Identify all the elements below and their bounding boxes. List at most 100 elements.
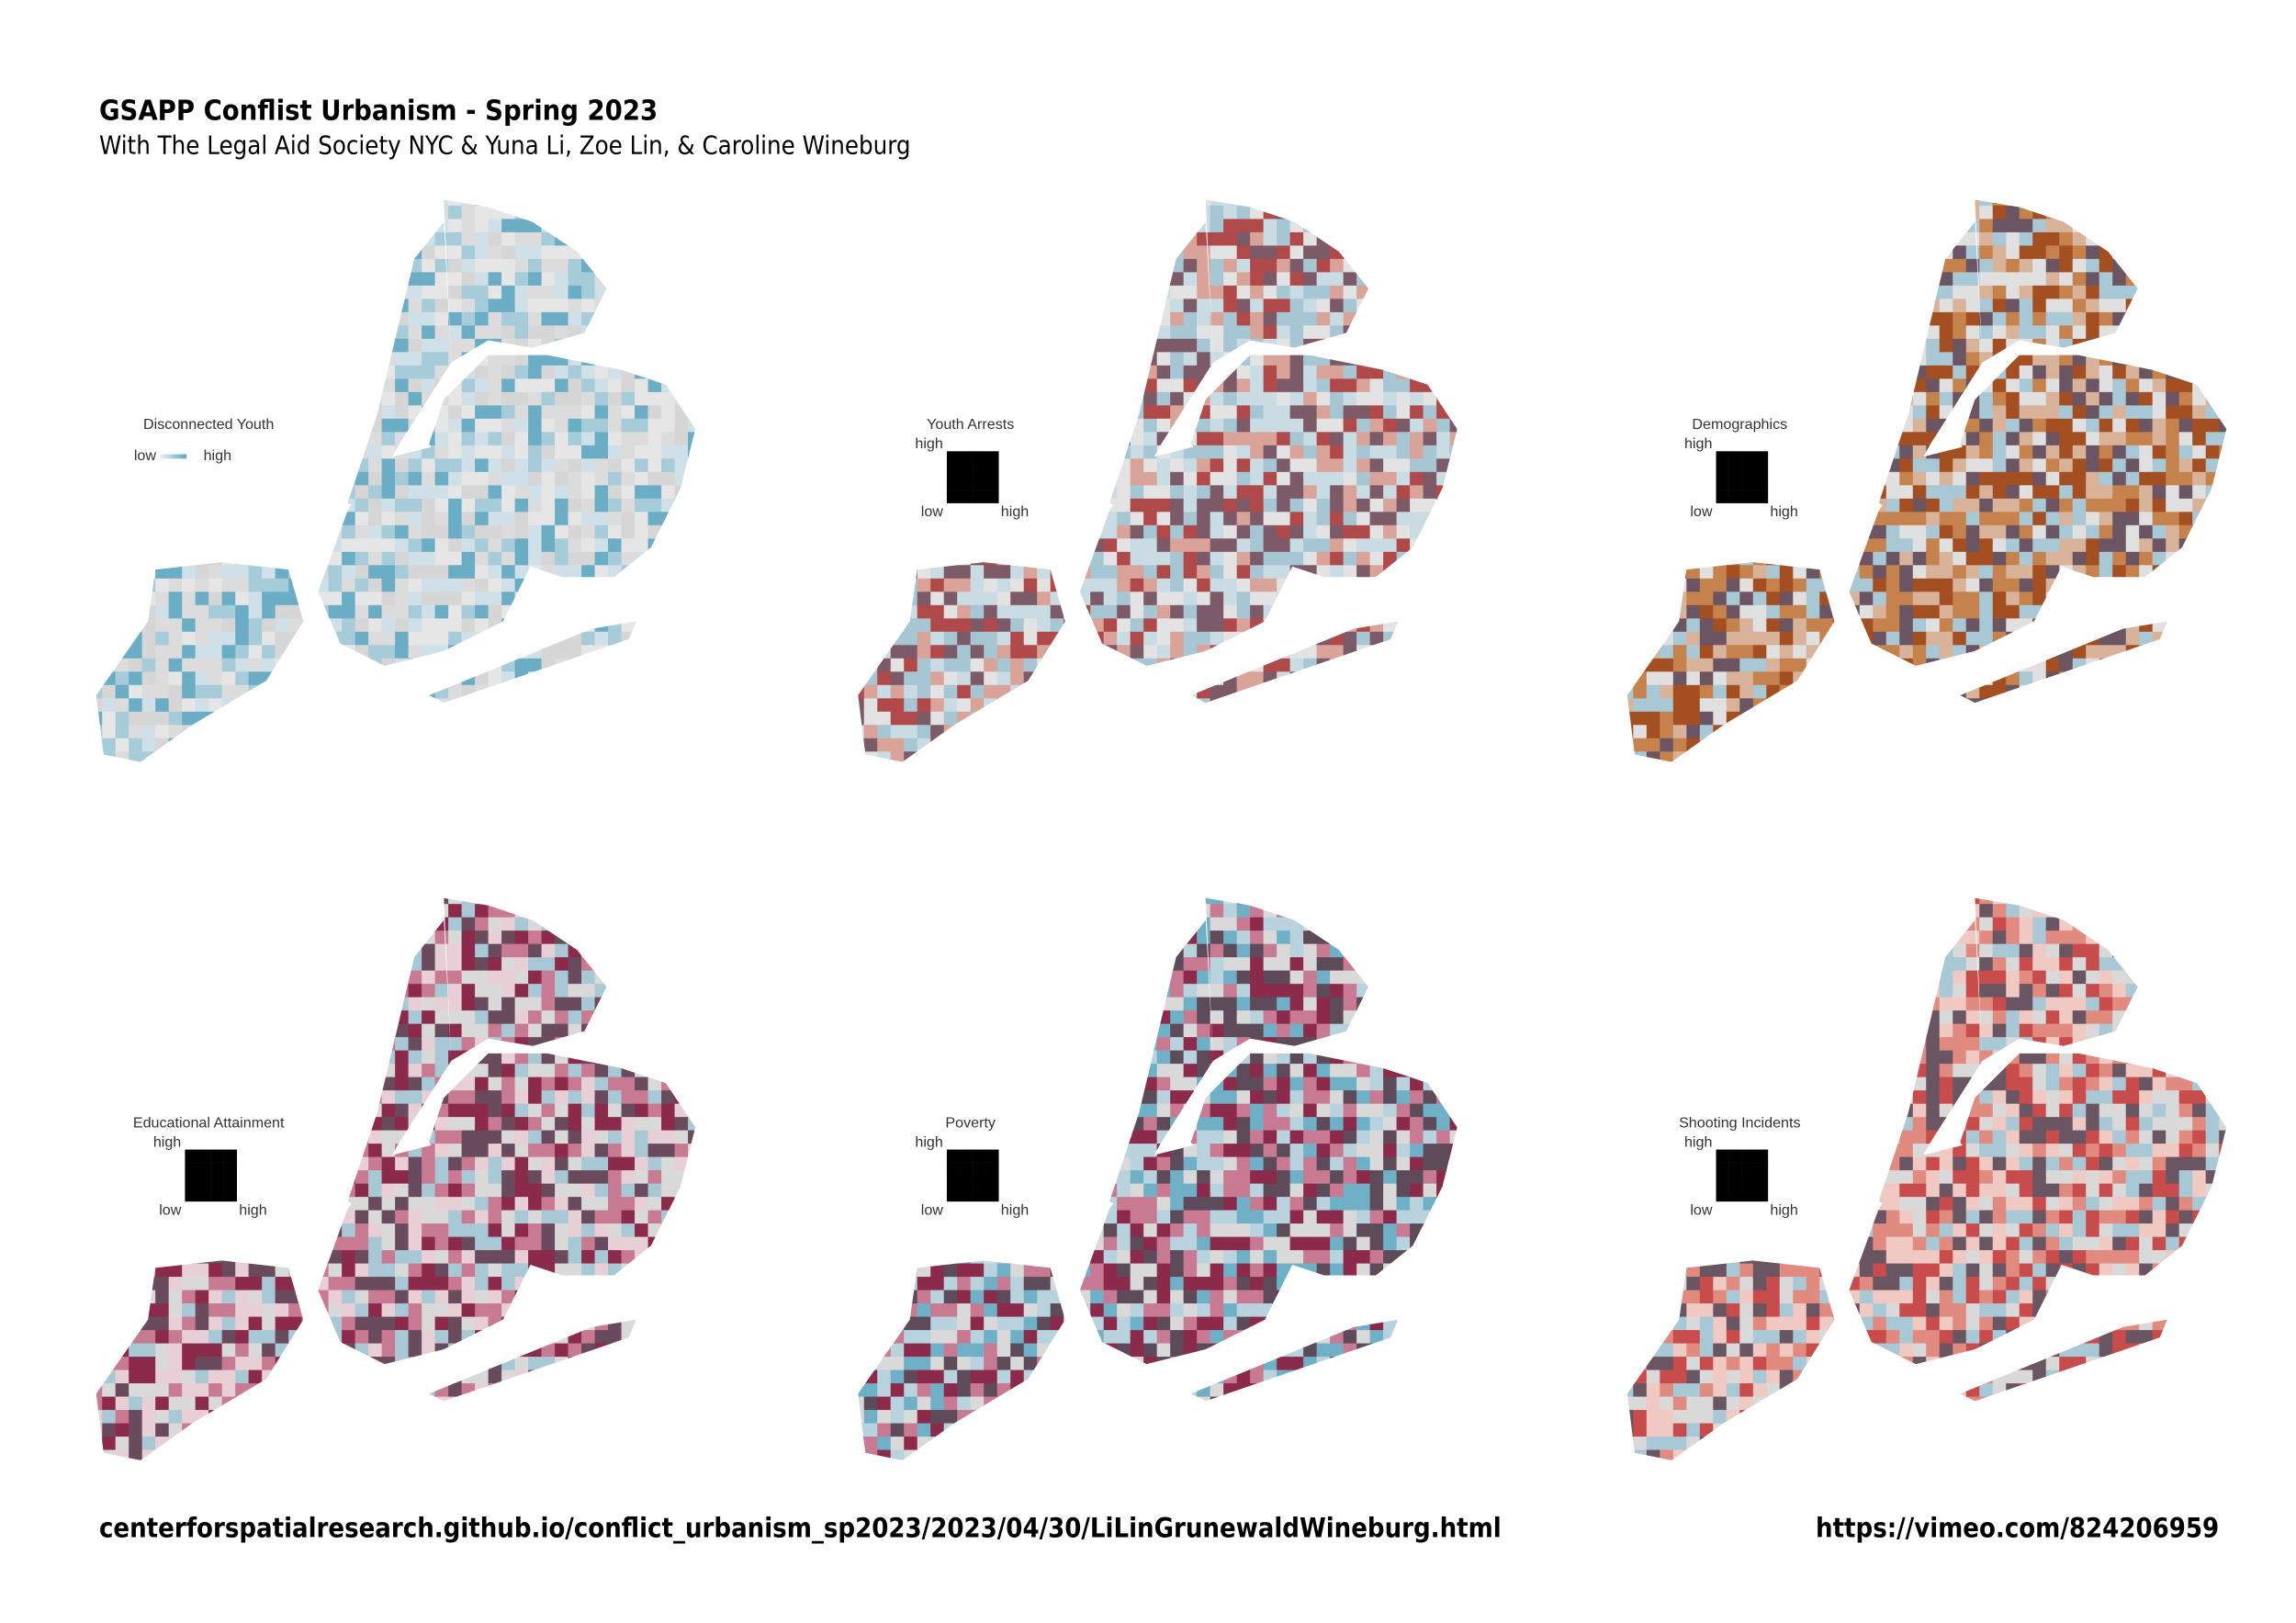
map-cell: [1010, 578, 1025, 592]
map-cell: [1156, 551, 1171, 566]
map-cell: [594, 405, 609, 420]
map-cell: [1752, 738, 1767, 752]
map-cell: [688, 751, 696, 762]
map-cell: [970, 565, 985, 580]
map-cell: [1277, 405, 1291, 420]
map-cell: [890, 311, 905, 326]
legend-title: Youth Arrests: [927, 416, 1014, 433]
map-cell: [996, 725, 1011, 739]
map-cell: [1423, 498, 1437, 513]
map-cell: [96, 391, 103, 406]
map-cell: [1699, 299, 1714, 313]
map-cell: [608, 338, 623, 353]
map-cell: [1859, 512, 1874, 526]
map-cell: [1369, 684, 1384, 699]
map-cell: [115, 311, 129, 326]
map-cell: [1819, 258, 1834, 273]
map-cell: [1037, 299, 1052, 313]
map-cell: [930, 725, 945, 739]
map-cell: [996, 671, 1011, 686]
map-cell: [1699, 391, 1714, 406]
map-cell: [930, 738, 945, 752]
map-cell: [1752, 671, 1767, 686]
map-cell: [1793, 751, 1807, 762]
legend-title: Disconnected Youth: [143, 416, 274, 433]
map-cell: [688, 471, 696, 486]
map-cell: [1343, 512, 1357, 526]
map-cell: [275, 725, 289, 739]
map-cell: [342, 272, 356, 287]
map-cell: [328, 445, 343, 459]
map-cell: [528, 765, 542, 779]
map-cell: [581, 671, 596, 686]
map-cell: [1410, 418, 1424, 433]
map-cell: [930, 205, 945, 220]
map-cell: [448, 338, 463, 353]
map-cell: [1646, 684, 1660, 699]
map-cell: [129, 658, 143, 672]
map-cell: [890, 671, 905, 686]
map-cell: [555, 578, 569, 592]
map-cell: [541, 445, 556, 459]
map-cell: [368, 378, 383, 393]
map-cell: [501, 524, 516, 539]
map-cell: [1090, 285, 1105, 299]
map-cell: [315, 618, 330, 633]
map-cell: [96, 565, 103, 580]
map-cell: [488, 445, 502, 459]
map-cell: [863, 272, 878, 287]
map-cell: [1117, 631, 1131, 646]
map-cell: [1846, 391, 1861, 406]
map-cell: [381, 565, 396, 580]
map-cell: [996, 551, 1011, 566]
map-cell: [555, 631, 569, 646]
map-cell: [475, 391, 490, 406]
map-cell: [368, 405, 383, 420]
map-cell: [674, 458, 689, 473]
map-cell: [970, 631, 985, 646]
map-cell: [1766, 538, 1781, 553]
map-cell: [688, 418, 696, 433]
map-cell: [1672, 671, 1687, 686]
map-cell: [594, 272, 609, 287]
map-cell: [877, 565, 892, 580]
map-cell: [1859, 485, 1874, 500]
map-cell: [1130, 299, 1144, 313]
map-cell: [1726, 658, 1740, 672]
map-cell: [488, 592, 502, 606]
map-cell: [1699, 698, 1714, 713]
map-cell: [581, 352, 596, 366]
map-cell: [235, 645, 250, 659]
map-cell: [448, 645, 463, 659]
map-cell: [1832, 418, 1847, 433]
map-cell: [1806, 391, 1820, 406]
map-cell: [1130, 418, 1144, 433]
map-cell: [422, 604, 436, 619]
map-cell: [129, 205, 143, 220]
map-cell: [408, 258, 422, 273]
map-cell: [1289, 258, 1304, 273]
map-cell: [858, 338, 865, 353]
map-cell: [1064, 285, 1078, 299]
map-cell: [381, 618, 396, 633]
map-cell: [674, 684, 689, 699]
map-cell: [488, 645, 502, 659]
map-cell: [1646, 751, 1660, 762]
map-cell: [301, 405, 316, 420]
map-cell: [675, 765, 689, 779]
map-cell: [1156, 365, 1171, 379]
map-cell: [248, 365, 263, 379]
map-cell: [355, 391, 369, 406]
map-cell: [1010, 231, 1025, 246]
map-cell: [1672, 604, 1687, 619]
map-cell: [943, 272, 958, 287]
map-cell: [1197, 551, 1211, 566]
map-cell: [863, 405, 878, 420]
map-cell: [608, 391, 623, 406]
map-cell: [288, 565, 303, 580]
map-cell: [129, 604, 143, 619]
map-cell: [1686, 711, 1701, 726]
map-cell: [355, 551, 369, 566]
map-cell: [1699, 551, 1714, 566]
map-cell: [1686, 751, 1701, 762]
